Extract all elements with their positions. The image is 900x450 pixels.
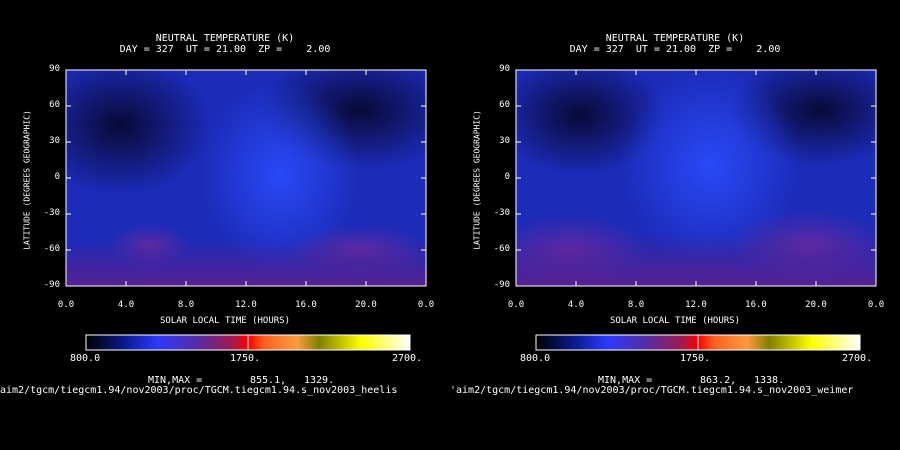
- y-tick-label: -60: [43, 244, 60, 254]
- x-tick-label: 8.0: [627, 300, 645, 310]
- x-tick-label: 12.0: [235, 300, 257, 310]
- min-value: 863.2,: [700, 375, 737, 386]
- chart-panel-left: NEUTRAL TEMPERATURE (K) DAY = 327 UT = 2…: [23, 33, 435, 386]
- x-tick-label: 16.0: [745, 300, 767, 310]
- heatmap-field: [66, 70, 426, 286]
- x-tick-label: 0.0: [507, 300, 525, 310]
- x-tick-label: 12.0: [685, 300, 707, 310]
- y-tick-label: -90: [493, 280, 510, 290]
- y-tick-label: 30: [499, 136, 510, 146]
- chart-title: NEUTRAL TEMPERATURE (K): [155, 33, 295, 44]
- colorbar-min-label: 800.0: [520, 353, 551, 364]
- colorbar-mid-label: 1750.: [680, 353, 711, 364]
- colorbar-mid-label: 1750.: [230, 353, 261, 364]
- colorbar-max-label: 2700.: [842, 353, 873, 364]
- y-tick-label: -30: [493, 208, 510, 218]
- x-tick-label: 16.0: [295, 300, 317, 310]
- colorbar-svg: [535, 334, 861, 351]
- min-max-label: MIN,MAX =: [598, 375, 653, 386]
- x-tick-label: 8.0: [177, 300, 195, 310]
- colorbar-svg: [85, 334, 411, 351]
- x-tick-label: 20.0: [355, 300, 377, 310]
- y-tick-label: 90: [49, 64, 60, 74]
- colorbar-max-label: 2700.: [392, 353, 423, 364]
- min-value: 855.1,: [250, 375, 287, 386]
- file-path-left: aim2/tgcm/tiegcm1.94/nov2003/proc/TGCM.t…: [0, 385, 398, 396]
- chart-panel-right: NEUTRAL TEMPERATURE (K) DAY = 327 UT = 2…: [450, 0, 900, 450]
- chart-subtitle: DAY = 327 UT = 21.00 ZP = 2.00: [569, 44, 781, 55]
- y-tick-label: -90: [43, 280, 60, 290]
- heatmap-svg-right: [515, 69, 877, 287]
- y-tick-label: -30: [43, 208, 60, 218]
- x-tick-label: 4.0: [117, 300, 135, 310]
- y-tick-label: 60: [49, 100, 60, 110]
- y-tick-label: 60: [499, 100, 510, 110]
- heatmap-svg-left: [65, 69, 427, 287]
- x-axis-label: SOLAR LOCAL TIME (HOURS): [609, 316, 741, 326]
- tick-marks: [516, 69, 876, 287]
- tick-marks: [66, 69, 426, 287]
- file-path-right: 'aim2/tgcm/tiegcm1.94/nov2003/proc/TGCM.…: [450, 385, 854, 396]
- chart-title: NEUTRAL TEMPERATURE (K): [605, 33, 745, 44]
- y-tick-label: 30: [49, 136, 60, 146]
- x-tick-label: 0.0: [57, 300, 75, 310]
- min-max-label: MIN,MAX =: [148, 375, 203, 386]
- heatmap-field: [516, 70, 876, 286]
- chart-subtitle: DAY = 327 UT = 21.00 ZP = 2.00: [119, 44, 331, 55]
- y-tick-label: 90: [499, 64, 510, 74]
- max-value: 1338.: [754, 375, 785, 386]
- colorbar-min-label: 800.0: [70, 353, 101, 364]
- x-tick-label: 20.0: [805, 300, 827, 310]
- max-value: 1329.: [304, 375, 335, 386]
- x-tick-label: 4.0: [567, 300, 585, 310]
- y-tick-label: 0: [54, 172, 60, 182]
- y-tick-label: -60: [493, 244, 510, 254]
- y-tick-label: 0: [504, 172, 510, 182]
- x-tick-label: 0.0: [417, 300, 435, 310]
- x-axis-label: SOLAR LOCAL TIME (HOURS): [159, 316, 291, 326]
- x-tick-label: 0.0: [867, 300, 885, 310]
